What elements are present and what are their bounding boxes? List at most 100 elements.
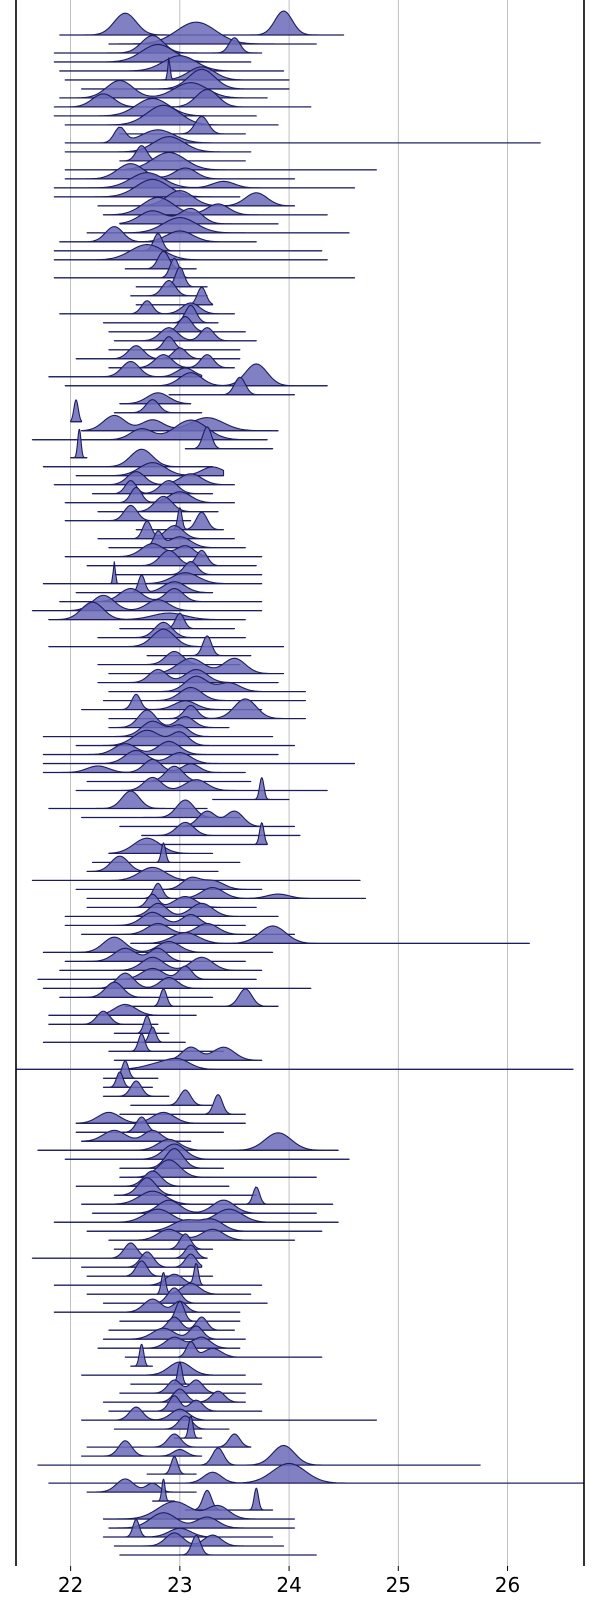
ridge-117 xyxy=(102,1060,159,1079)
ridge-115 xyxy=(113,1046,263,1061)
ridge-density xyxy=(53,172,356,189)
ridge-13 xyxy=(64,126,541,144)
ridge-118 xyxy=(102,1071,154,1088)
ridge-74 xyxy=(108,675,307,693)
ridge-17 xyxy=(64,163,296,180)
ridge-159 xyxy=(80,1440,203,1457)
ridge-density xyxy=(97,650,241,666)
ridge-density xyxy=(37,1444,481,1466)
ridge-105 xyxy=(59,956,263,971)
ridge-density xyxy=(86,1218,323,1232)
ridge-19 xyxy=(53,178,241,198)
ridge-density xyxy=(108,316,246,333)
ridge-density xyxy=(48,360,203,378)
ridge-81 xyxy=(42,740,279,756)
ridge-22 xyxy=(119,207,279,225)
x-tick-label-22: 22 xyxy=(58,1573,83,1597)
ridge-density xyxy=(86,1433,252,1448)
ridge-98 xyxy=(86,893,257,909)
ridge-131 xyxy=(80,1186,334,1205)
gridlines xyxy=(70,0,508,1566)
ridge-9 xyxy=(53,88,312,108)
ridge-35 xyxy=(113,327,257,342)
ridge-62 xyxy=(42,561,263,585)
ridge-density xyxy=(53,244,328,261)
x-axis-ticks: 22 23 24 25 26 xyxy=(58,1566,520,1597)
ridge-density xyxy=(108,1316,236,1331)
ridge-96 xyxy=(75,876,263,891)
ridge-11 xyxy=(64,104,279,126)
ridge-80 xyxy=(75,729,296,747)
ridge-125 xyxy=(37,1132,339,1151)
ridge-density xyxy=(102,1080,170,1097)
ridge-135 xyxy=(108,1228,296,1241)
ridge-156 xyxy=(113,1415,230,1430)
ridge-5 xyxy=(59,55,285,72)
x-tick-label-24: 24 xyxy=(276,1573,301,1597)
ridge-density xyxy=(64,1143,350,1160)
ridge-density xyxy=(42,749,356,765)
ridge-113 xyxy=(42,1026,186,1043)
ridge-60 xyxy=(86,549,257,567)
ridge-85 xyxy=(75,776,328,792)
ridge-23 xyxy=(86,217,350,234)
ridge-148 xyxy=(124,1341,323,1358)
ridge-27 xyxy=(124,250,197,270)
ridge-density xyxy=(86,217,350,234)
ridge-density xyxy=(80,1406,378,1421)
ridge-102 xyxy=(130,925,530,945)
ridge-49 xyxy=(42,448,214,468)
ridge-density xyxy=(97,495,219,513)
ridges xyxy=(15,10,585,1556)
ridge-165 xyxy=(184,1487,274,1511)
ridge-55 xyxy=(64,504,192,522)
ridge-density xyxy=(64,126,541,144)
ridge-51 xyxy=(53,471,236,486)
ridge-58 xyxy=(108,530,246,549)
x-tick-label-23: 23 xyxy=(167,1573,192,1597)
ridge-168 xyxy=(102,1519,274,1538)
ridge-density xyxy=(53,1298,241,1313)
ridge-160 xyxy=(37,1444,481,1466)
ridge-66 xyxy=(48,601,246,621)
ridge-density xyxy=(86,765,252,783)
ridge-52 xyxy=(91,480,214,495)
ridge-density xyxy=(64,104,279,126)
ridge-107 xyxy=(42,972,312,989)
ridge-71 xyxy=(97,650,241,666)
ridge-47 xyxy=(184,426,274,450)
ridge-142 xyxy=(102,1287,268,1304)
ridge-130 xyxy=(113,1177,257,1196)
ridge-53 xyxy=(64,486,236,504)
ridge-139 xyxy=(86,1260,214,1277)
ridge-26 xyxy=(53,244,328,261)
ridge-18 xyxy=(53,172,356,189)
ridge-density xyxy=(80,1361,246,1376)
ridge-119 xyxy=(102,1080,170,1097)
ridge-density xyxy=(70,399,83,423)
ridge-70 xyxy=(146,635,252,657)
ridge-44 xyxy=(70,399,83,423)
ridge-147 xyxy=(97,1336,241,1349)
ridge-density xyxy=(119,810,296,828)
ridge-99 xyxy=(64,902,279,918)
ridge-density xyxy=(75,462,225,477)
ridge-134 xyxy=(86,1218,323,1232)
ridge-112 xyxy=(113,1015,170,1034)
ridge-67 xyxy=(119,612,236,630)
x-tick-label-25: 25 xyxy=(386,1573,411,1597)
ridge-25 xyxy=(53,232,323,252)
ridge-89 xyxy=(119,810,296,828)
ridge-density xyxy=(70,428,88,459)
ridge-106 xyxy=(37,965,257,980)
axis-frame xyxy=(15,0,585,1566)
ridge-145 xyxy=(108,1316,236,1331)
ridge-40 xyxy=(64,363,328,387)
ridge-28 xyxy=(53,257,356,279)
ridge-density xyxy=(184,1487,274,1511)
ridge-170 xyxy=(119,1534,317,1556)
ridge-97 xyxy=(86,882,367,900)
ridge-43 xyxy=(113,399,203,414)
